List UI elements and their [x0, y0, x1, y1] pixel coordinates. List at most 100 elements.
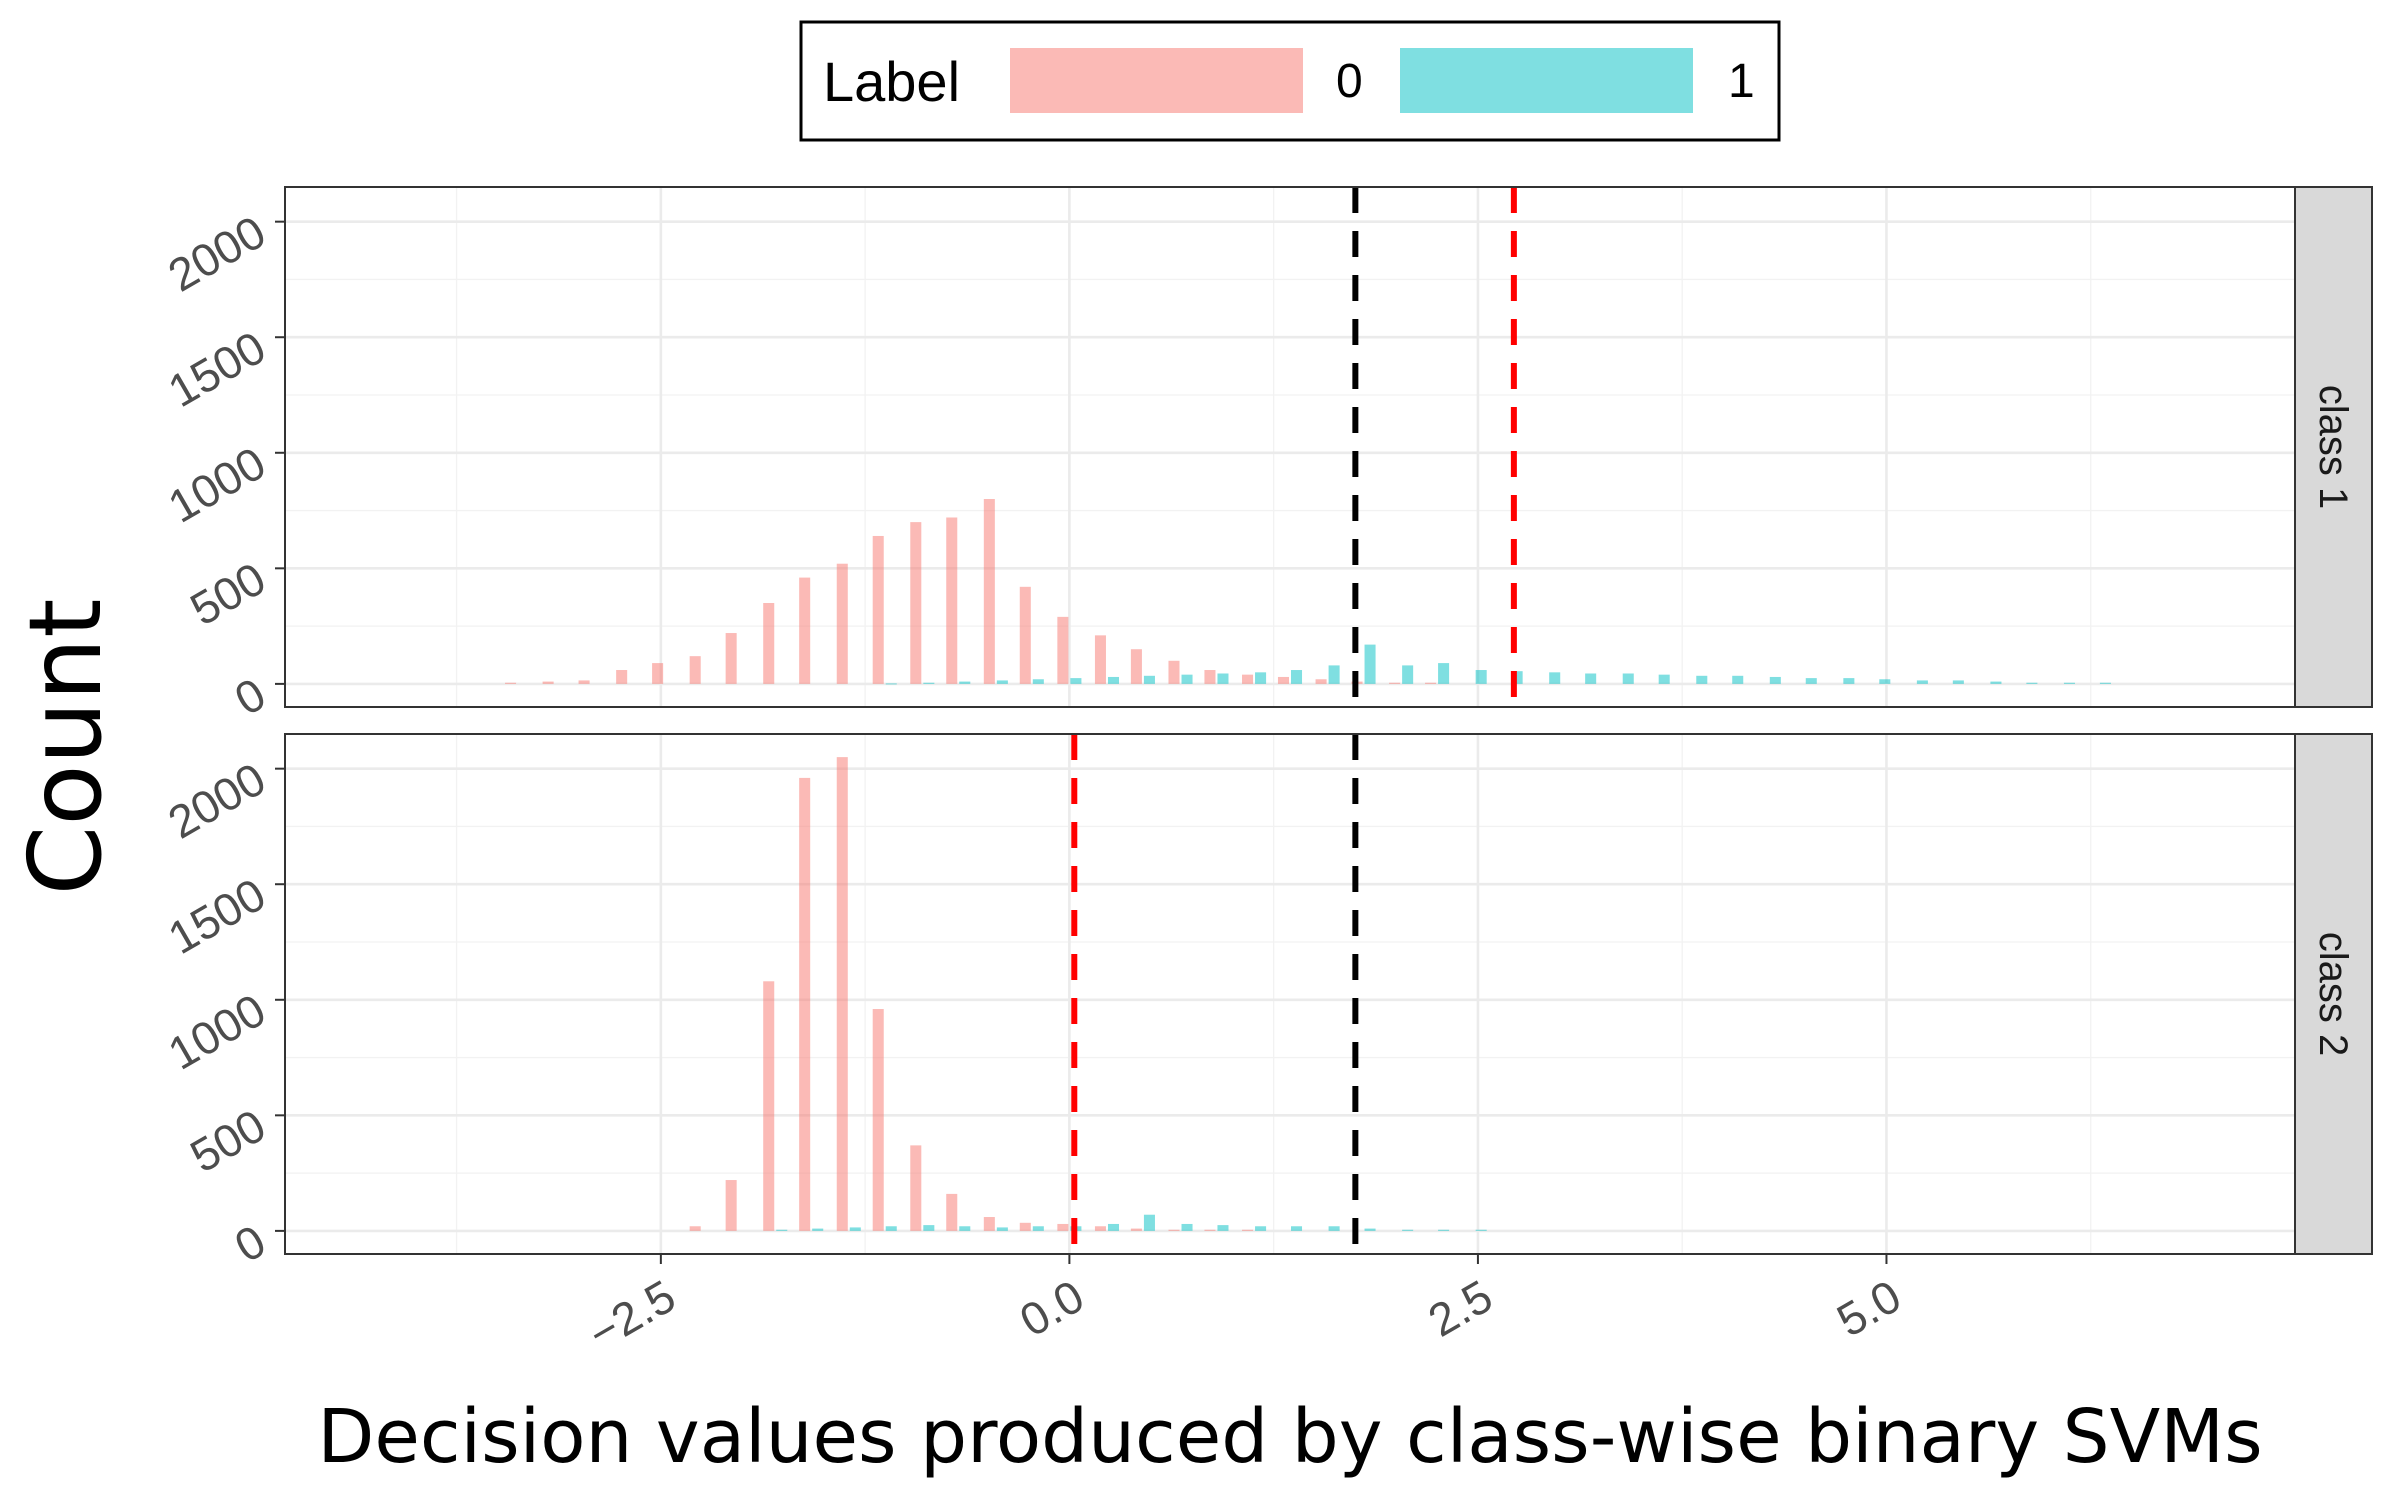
- bar-label-0: [1315, 679, 1327, 684]
- bar-label-1: [1805, 678, 1817, 684]
- bar-label-0: [1094, 1226, 1106, 1231]
- bar-label-0: [1425, 682, 1437, 684]
- bar-label-1: [996, 680, 1008, 684]
- y-tick-label: 1500: [159, 868, 274, 964]
- panel-background: [284, 186, 2296, 708]
- bar-label-0: [725, 1180, 737, 1231]
- legend: Label 0 1: [799, 20, 1781, 142]
- x-tick-label: 2.5: [1420, 1270, 1501, 1347]
- bar-label-0: [872, 535, 884, 684]
- facet-strip-label: class 2: [2311, 932, 2355, 1057]
- bar-label-1: [1843, 678, 1855, 684]
- bar-label-0: [689, 656, 701, 684]
- bar-label-1: [1255, 1226, 1267, 1231]
- x-axis-ticks: −2.5 0.0 2.5 5.0: [579, 1254, 1909, 1360]
- bar-label-0: [1057, 616, 1069, 684]
- bar-label-0: [872, 1009, 884, 1231]
- bar-label-0: [946, 1193, 958, 1231]
- bar-label-1: [923, 1225, 935, 1231]
- bar-label-1: [1032, 679, 1044, 684]
- x-tick-label: 5.0: [1828, 1270, 1909, 1347]
- legend-title: Label: [823, 50, 960, 113]
- facet-strip-label: class 1: [2311, 385, 2355, 510]
- bar-label-1: [1732, 675, 1744, 684]
- bar-label-1: [1291, 1226, 1303, 1231]
- bar-label-0: [799, 577, 811, 684]
- bar-label-0: [1277, 676, 1289, 684]
- bar-label-0: [1204, 670, 1216, 684]
- bar-label-1: [1549, 672, 1561, 684]
- legend-label-1: 1: [1728, 55, 1755, 108]
- bar-label-0: [1168, 1229, 1180, 1231]
- bar-label-1: [2063, 682, 2075, 684]
- y-axis-ticks: 0 500 1000 1500 2000: [159, 205, 285, 725]
- facet-strip: [2294, 733, 2373, 1255]
- bar-label-0: [1057, 1223, 1069, 1231]
- bar-label-1: [1475, 1229, 1487, 1231]
- bar-label-1: [885, 1226, 897, 1231]
- bar-label-1: [1107, 1223, 1120, 1231]
- bar-label-0: [910, 522, 922, 684]
- bar-label-1: [1291, 670, 1303, 684]
- bar-label-1: [923, 682, 935, 684]
- y-tick-label: 2000: [159, 752, 274, 848]
- bar-label-1: [1364, 644, 1376, 684]
- bar-label-1: [1402, 1229, 1414, 1231]
- bar-label-0: [542, 681, 554, 684]
- y-tick-label: 500: [182, 552, 274, 635]
- bar-label-1: [1143, 1214, 1155, 1231]
- facet-strip: [2294, 186, 2373, 708]
- legend-key-0: [1010, 48, 1303, 113]
- bar-label-0: [1019, 1222, 1031, 1231]
- bar-label-1: [1217, 1225, 1229, 1231]
- bar-label-1: [1696, 675, 1708, 684]
- bar-label-0: [836, 757, 848, 1231]
- bar-label-1: [2026, 682, 2038, 684]
- panel-class-1: 0 500 1000 1500 2000 class 1: [159, 186, 2373, 725]
- bar-label-0: [725, 633, 737, 684]
- bar-label-0: [1019, 586, 1031, 684]
- bar-label-1: [1585, 673, 1597, 684]
- bar-label-1: [1879, 679, 1891, 684]
- y-axis-ticks: 0 500 1000 1500 2000: [159, 752, 285, 1272]
- x-tick-label: −2.5: [579, 1270, 684, 1360]
- bar-label-0: [799, 777, 811, 1231]
- bar-label-1: [1107, 676, 1120, 684]
- x-tick-label: 0.0: [1011, 1270, 1092, 1347]
- legend-key-1: [1400, 48, 1693, 113]
- bar-label-0: [689, 1226, 701, 1231]
- panel-background: [284, 733, 2296, 1255]
- x-axis-title: Decision values produced by class-wise b…: [317, 1394, 2262, 1480]
- bar-label-0: [652, 663, 664, 684]
- bar-label-1: [1255, 672, 1267, 684]
- bar-label-1: [812, 1228, 824, 1231]
- panel-bars: [689, 757, 1487, 1231]
- bar-label-0: [1168, 660, 1180, 684]
- bar-label-0: [1204, 1229, 1216, 1231]
- bar-label-1: [885, 683, 897, 685]
- bar-label-1: [1364, 1228, 1376, 1231]
- bar-label-1: [1070, 678, 1082, 684]
- bar-label-1: [959, 681, 971, 684]
- panel-gridlines: [285, 734, 2296, 1254]
- y-tick-label: 2000: [159, 205, 274, 301]
- bar-label-0: [1130, 649, 1142, 684]
- bar-label-0: [1094, 635, 1106, 684]
- bar-label-0: [616, 670, 628, 684]
- bar-label-1: [1622, 673, 1634, 684]
- bar-label-1: [1143, 675, 1155, 684]
- bar-label-0: [578, 680, 590, 684]
- bar-label-0: [910, 1145, 922, 1231]
- bar-label-1: [1438, 663, 1450, 684]
- bar-label-1: [1952, 680, 1964, 684]
- bar-label-1: [1990, 681, 2002, 684]
- y-tick-label: 500: [182, 1099, 274, 1182]
- bar-label-1: [1328, 1226, 1340, 1231]
- legend-label-0: 0: [1336, 55, 1363, 108]
- bar-label-1: [1181, 674, 1193, 684]
- panel-bars: [505, 499, 2111, 685]
- y-tick-label: 1000: [159, 983, 274, 1079]
- y-tick-label: 0: [226, 668, 274, 726]
- bar-label-0: [763, 603, 775, 684]
